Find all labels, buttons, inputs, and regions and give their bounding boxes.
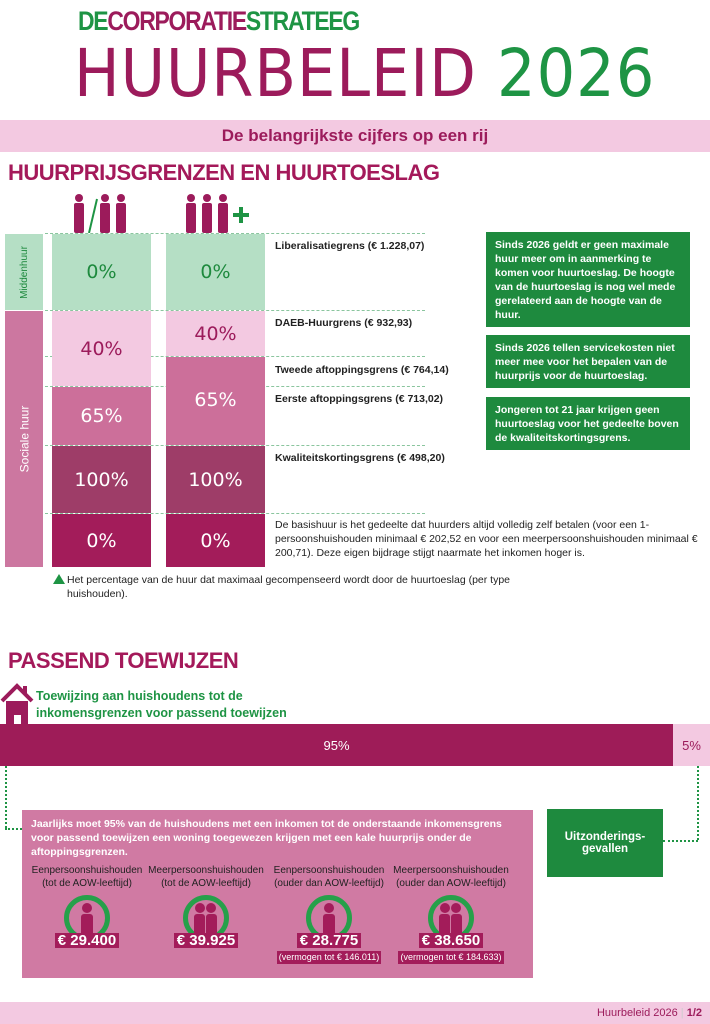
income-amount: € 38.650	[418, 933, 484, 948]
household-type: Eenpersoonshuishouden	[273, 865, 385, 876]
household-age: (tot de AOW-leeftijd)	[161, 878, 251, 889]
footer-title: Huurbeleid 2026	[596, 1007, 678, 1019]
connector	[663, 840, 698, 842]
asset-limit: (vermogen tot € 184.633)	[398, 951, 504, 964]
logo-part1: CORPORATIE	[107, 6, 247, 36]
logo: DECORPORATIESTRATEEG	[78, 6, 360, 37]
footnote-text: Het percentage van de huur dat maximaal …	[67, 574, 511, 600]
household-income-limit: Meerpersoonshuishouden (tot de AOW-leeft…	[147, 864, 265, 949]
col2-aftopping-pct: 65%	[166, 357, 265, 445]
passend-intro: Toewijzing aan huishoudens tot de inkome…	[36, 689, 287, 720]
note-box: Sinds 2026 tellen servicekosten niet mee…	[486, 335, 690, 388]
title-year: 2026	[497, 35, 656, 112]
limit-kwaliteitskorting: Kwaliteitskortingsgrens (€ 498,20)	[275, 452, 445, 464]
connector	[5, 828, 22, 830]
col1-basishuur-pct: 0%	[52, 514, 151, 567]
divider	[45, 310, 425, 311]
limit-eerste-aftopping: Eerste aftoppingsgrens (€ 713,02)	[275, 393, 444, 405]
divider	[45, 233, 425, 234]
divider	[45, 356, 425, 357]
divider	[45, 445, 425, 446]
subtitle-band: De belangrijkste cijfers op een rij	[0, 120, 710, 152]
col1-middenhuur-pct: 0%	[52, 234, 151, 310]
col2-basishuur-pct: 0%	[166, 514, 265, 567]
income-amount: € 39.925	[173, 933, 239, 948]
household-age: (tot de AOW-leeftijd)	[42, 878, 132, 889]
household-age: (ouder dan AOW-leeftijd)	[396, 878, 506, 889]
note-box: Sinds 2026 geldt er geen maximale huur m…	[486, 232, 690, 327]
exceptions-box: Uitzonderings-gevallen	[547, 809, 663, 877]
col2-daeb-pct: 40%	[166, 311, 265, 356]
household-type: Meerpersoonshuishouden	[393, 865, 509, 876]
bar-5: 5%	[673, 724, 710, 766]
household-income-limit: Meerpersoonshuishouden (ouder dan AOW-le…	[392, 864, 510, 964]
col2-middenhuur-pct: 0%	[166, 234, 265, 310]
category-middenhuur: Middenhuur	[5, 234, 43, 310]
household-income-limit: Eenpersoonshuishouden (tot de AOW-leefti…	[28, 864, 146, 949]
household-income-limit: Eenpersoonshuishouden (ouder dan AOW-lee…	[270, 864, 388, 964]
logo-part2: STRATEEG	[245, 6, 360, 36]
connector	[5, 766, 7, 828]
triangle-icon	[53, 574, 65, 584]
household-type: Meerpersoonshuishouden	[148, 865, 264, 876]
footer: Huurbeleid 2026 | 1/2	[0, 1002, 710, 1024]
connector	[697, 766, 699, 840]
divider	[45, 513, 425, 514]
multi-person-household-icon	[186, 194, 249, 233]
footnote: Het percentage van de huur dat maximaal …	[53, 573, 513, 601]
bar-95: 95%	[0, 724, 673, 766]
col1-aftopping-pct: 65%	[52, 387, 151, 445]
house-icon	[0, 683, 34, 725]
col2-kwaliteit-pct: 100%	[166, 446, 265, 513]
section-heading-huurprijsgrenzen: HUURPRIJSGRENZEN EN HUURTOESLAG	[8, 160, 440, 185]
household-age: (ouder dan AOW-leeftijd)	[274, 878, 384, 889]
income-amount: € 29.400	[54, 933, 120, 948]
basishuur-text: De basishuur is het gedeelte dat huurder…	[275, 519, 698, 559]
limit-tweede-aftopping: Tweede aftoppingsgrens (€ 764,14)	[275, 364, 449, 376]
page-number: 1/2	[686, 1007, 702, 1019]
household-type: Eenpersoonshuishouden	[31, 865, 143, 876]
page-title: HUURBELEID 2026	[74, 38, 655, 110]
limit-daeb: DAEB-Huurgrens (€ 932,93)	[275, 317, 413, 329]
section-heading-passend-toewijzen: PASSEND TOEWIJZEN	[8, 648, 239, 673]
asset-limit: (vermogen tot € 146.011)	[276, 951, 382, 964]
note-box: Jongeren tot 21 jaar krijgen geen huurto…	[486, 397, 690, 450]
limit-liberalisatiegrens: Liberalisatiegrens (€ 1.228,07)	[275, 240, 425, 252]
col1-daeb-pct: 40%	[52, 311, 151, 386]
income-amount: € 28.775	[296, 933, 362, 948]
title-text: HUURBELEID	[74, 35, 477, 112]
category-sociale-huur: Sociale huur	[5, 311, 43, 567]
logo-prefix: DE	[78, 6, 109, 36]
passend-description: Jaarlijks moet 95% van de huishoudens me…	[31, 818, 502, 858]
passend-info-box: Jaarlijks moet 95% van de huishoudens me…	[22, 810, 533, 978]
single-or-multi-person-icon	[74, 194, 126, 233]
col1-kwaliteit-pct: 100%	[52, 446, 151, 513]
